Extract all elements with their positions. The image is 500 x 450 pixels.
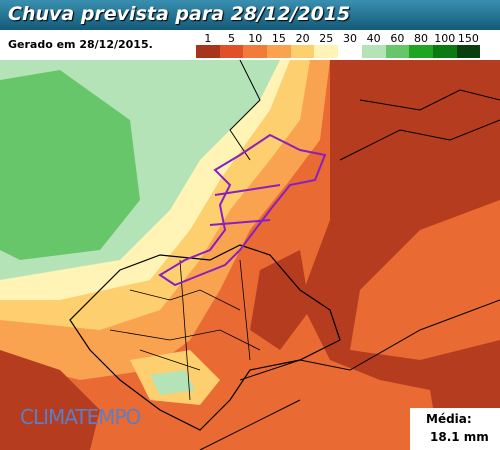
legend-label: 100 xyxy=(434,32,456,45)
legend: 1 5 10 15 20 25 30 40 60 80 100 150 xyxy=(196,32,481,58)
legend-label: 30 xyxy=(342,32,357,45)
legend-swatch xyxy=(243,45,268,58)
generated-date: Gerado em 28/12/2015. xyxy=(8,38,153,51)
legend-swatch xyxy=(456,45,481,58)
rain-map xyxy=(0,60,500,450)
legend-item: 5 xyxy=(219,32,244,58)
legend-label: 20 xyxy=(295,32,310,45)
average-box: Média: 18.1 mm xyxy=(410,408,500,450)
legend-item: 15 xyxy=(267,32,291,58)
legend-swatch xyxy=(385,45,410,58)
header-bar: Chuva prevista para 28/12/2015 xyxy=(0,0,500,30)
legend-swatch xyxy=(267,45,291,58)
legend-swatch xyxy=(338,45,362,58)
legend-item: 150 xyxy=(456,32,481,58)
legend-label: 40 xyxy=(366,32,381,45)
legend-item: 30 xyxy=(338,32,362,58)
legend-item: 10 xyxy=(243,32,268,58)
legend-item: 40 xyxy=(361,32,386,58)
legend-swatch xyxy=(290,45,315,58)
average-value: 18.1 mm xyxy=(430,430,489,444)
legend-label: 80 xyxy=(414,32,429,45)
legend-swatch xyxy=(196,45,220,58)
legend-label: 10 xyxy=(248,32,263,45)
legend-item: 20 xyxy=(290,32,315,58)
legend-label: 60 xyxy=(390,32,405,45)
legend-label: 1 xyxy=(204,32,212,45)
legend-item: 80 xyxy=(409,32,433,58)
legend-item: 60 xyxy=(385,32,410,58)
legend-item: 100 xyxy=(432,32,457,58)
legend-swatch xyxy=(409,45,433,58)
legend-swatch xyxy=(219,45,244,58)
average-label: Média: xyxy=(426,412,472,426)
legend-item: 25 xyxy=(314,32,339,58)
brand-logo: CLIMATEMPO xyxy=(20,405,141,429)
legend-swatch xyxy=(314,45,339,58)
legend-label: 15 xyxy=(271,32,286,45)
legend-label: 150 xyxy=(457,32,479,45)
legend-item: 1 xyxy=(196,32,220,58)
legend-label: 25 xyxy=(319,32,334,45)
legend-swatch xyxy=(432,45,457,58)
legend-swatch xyxy=(361,45,386,58)
legend-band: Gerado em 28/12/2015. 1 5 10 15 20 25 30 40 60 80… xyxy=(0,30,500,60)
title: Chuva prevista para 28/12/2015 xyxy=(8,3,351,25)
legend-label: 5 xyxy=(228,32,236,45)
